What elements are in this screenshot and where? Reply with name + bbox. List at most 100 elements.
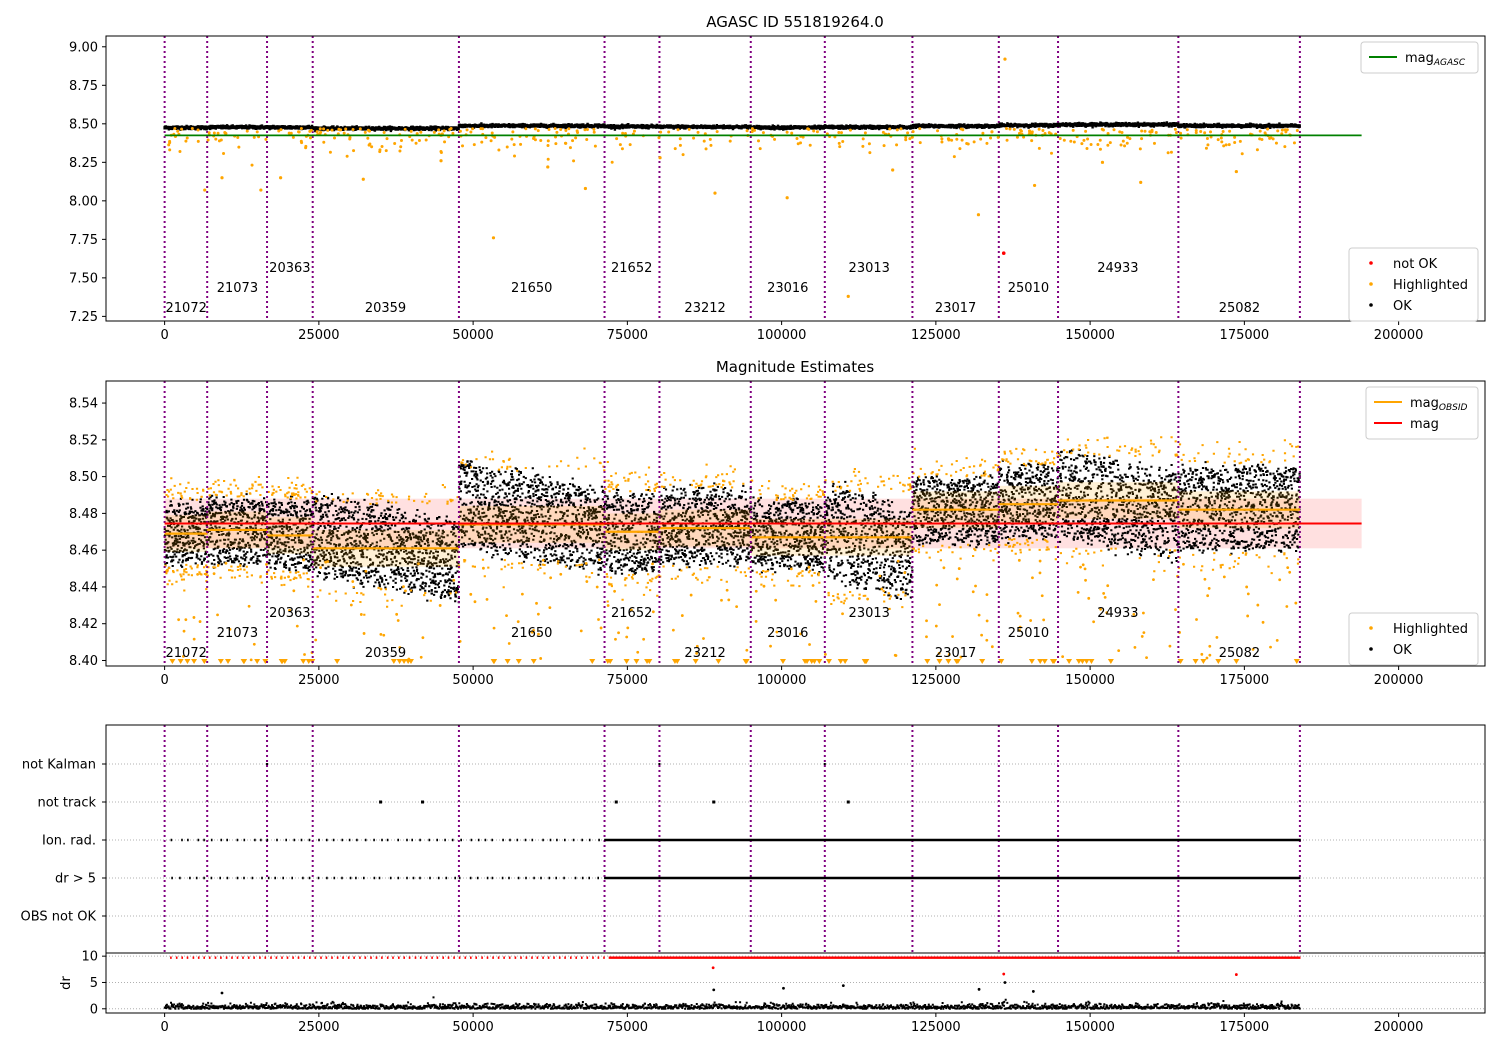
panel-agasc-highlighted-point: [287, 131, 291, 135]
panel-magnitude-legend-lower-label: Highlighted: [1393, 622, 1468, 637]
panel-agasc-highlighted-point: [458, 129, 462, 133]
panel-agasc-highlighted-point: [344, 127, 348, 131]
panel-agasc-highlighted-point: [960, 138, 964, 142]
panel-agasc-highlighted-point: [403, 127, 407, 131]
panel-agasc-highlighted-point: [808, 143, 812, 147]
panel-magnitude-lower-limit-marker: [490, 659, 497, 664]
panel-agasc-highlighted-point: [1071, 128, 1075, 132]
panel-agasc-legend-lower-swatch: [1369, 303, 1373, 307]
panel-magnitude-lower-limit-marker: [954, 659, 961, 664]
panel-agasc-highlighted-point: [592, 127, 596, 131]
panel-dr-ytick-label: 10: [81, 950, 98, 965]
panel-magnitude-ytick-label: 8.48: [69, 507, 98, 522]
panel-agasc-highlighted-point: [196, 128, 200, 132]
panel-dr-plot-area: [106, 955, 1485, 1010]
panel-magnitude-highlighted-point: [319, 566, 322, 570]
panel-magnitude-highlighted-point: [1208, 644, 1212, 648]
panel-magnitude-highlighted-point: [942, 566, 946, 570]
panel-magnitude-lower-limit-marker: [1107, 659, 1114, 664]
panel-magnitude-highlighted-point: [539, 657, 543, 660]
panel-agasc-highlighted-point: [1209, 135, 1213, 139]
panel-magnitude-ytick-label: 8.44: [69, 580, 98, 595]
panel-agasc-highlighted-point: [524, 127, 528, 131]
panel-agasc-highlighted-point: [489, 139, 493, 143]
panel-magnitude-obsid-label: 21652: [611, 606, 652, 621]
panel-agasc-highlighted-point: [465, 128, 469, 132]
panel-magnitude-highlighted-point: [559, 572, 563, 576]
panel-agasc-highlighted-point: [245, 129, 249, 133]
panel-agasc-highlighted-point: [1012, 127, 1016, 131]
panel-agasc-highlighted-point: [861, 144, 865, 148]
panel-agasc-highlighted-point: [1224, 143, 1228, 147]
panel-agasc-highlighted-point: [185, 136, 189, 140]
panel-magnitude-highlighted-point: [1106, 584, 1110, 588]
panel-flags-category-label: dr > 5: [55, 872, 96, 887]
panel-agasc-highlighted-point: [657, 136, 661, 140]
panel-magnitude-highlighted-fringe: [315, 484, 459, 616]
panel-magnitude-obsid-label: 24933: [1097, 606, 1138, 621]
panel-magnitude-highlighted-point: [1208, 653, 1212, 657]
panel-agasc-highlighted-point: [511, 130, 515, 134]
panel-agasc-highlighted-point: [572, 159, 576, 163]
panel-magnitude-highlighted-point: [584, 561, 588, 565]
panel-agasc-highlighted-point: [867, 142, 871, 146]
panel-agasc-highlighted-point: [1041, 129, 1045, 133]
panel-agasc-highlighted-point: [1085, 146, 1089, 150]
panel-magnitude-highlighted-point: [507, 642, 511, 645]
panel-agasc-ytick-label: 9.00: [69, 40, 98, 55]
panel-magnitude-highlighted-point: [1200, 652, 1204, 656]
panel-magnitude-highlighted-point: [1195, 618, 1198, 621]
panel-flags-dr-gt5-points: [171, 876, 1301, 880]
panel-agasc-highlighted-point: [773, 137, 777, 141]
panel-magnitude-highlighted-point: [971, 590, 975, 594]
panel-magnitude-highlighted-point: [198, 620, 202, 623]
panel-agasc-highlighted-point: [1084, 129, 1088, 133]
panel-agasc-highlighted-outlier: [785, 196, 789, 200]
panel-agasc-highlighted-point: [1258, 129, 1262, 133]
panel-magnitude-highlighted-point: [1018, 629, 1021, 632]
panel-magnitude-lower-limit-marker: [743, 659, 750, 664]
panel-agasc-highlighted-outlier: [846, 294, 850, 298]
panel-magnitude-highlighted-point: [1105, 611, 1109, 615]
panel-agasc-highlighted-point: [212, 131, 216, 135]
panel-magnitude-highlighted-point: [548, 606, 552, 610]
panel-agasc-highlighted-point: [432, 130, 436, 134]
panel-magnitude-highlighted-point: [482, 566, 485, 570]
panel-agasc-highlighted-point: [207, 131, 211, 135]
panel-agasc-highlighted-point: [882, 144, 886, 148]
panel-magnitude-highlighted-point: [597, 618, 600, 621]
panel-agasc-highlighted-point: [297, 130, 301, 134]
panel-agasc-highlighted-point: [469, 130, 473, 134]
panel-agasc-highlighted-point: [676, 128, 680, 132]
panel-magnitude-highlighted-point: [292, 589, 296, 593]
panel-magnitude-highlighted-point: [625, 635, 629, 639]
panel-agasc-highlighted-point: [881, 130, 885, 134]
panel-agasc-obsid-label: 21652: [611, 261, 652, 276]
panel-agasc-xtick-label: 25000: [298, 328, 339, 343]
panel-agasc-highlighted-point: [384, 149, 388, 153]
panel-magnitude-highlighted-point: [303, 653, 306, 656]
panel-magnitude-highlighted-point: [184, 618, 188, 622]
panel-agasc-highlighted-point: [439, 151, 443, 155]
panel-agasc-highlighted-point: [299, 127, 303, 131]
panel-magnitude-highlighted-point: [1038, 571, 1042, 575]
panel-magnitude-highlighted-point: [762, 584, 766, 588]
panel-agasc-highlighted-point: [838, 145, 842, 149]
panel-agasc-highlighted-outlier: [891, 168, 895, 172]
panel-agasc-highlighted-point: [461, 144, 465, 148]
panel-magnitude-highlighted-point: [934, 624, 938, 628]
panel-agasc-highlighted-point: [574, 136, 578, 140]
panel-agasc-highlighted-point: [1206, 143, 1210, 147]
panel-magnitude-lower-limit-marker: [979, 659, 986, 664]
panel-magnitude-highlighted-point: [614, 637, 617, 641]
panel-agasc-highlighted-point: [868, 151, 872, 155]
panel-magnitude-highlighted-point: [419, 655, 423, 659]
panel-flags-not-kalman-point: [823, 763, 826, 765]
panel-magnitude-highlighted-point: [532, 629, 536, 632]
panel-dr-outlier-point: [1234, 973, 1238, 976]
panel-magnitude-highlighted-point: [808, 643, 811, 646]
panel-magnitude-highlighted-point: [1029, 619, 1033, 622]
panel-agasc: AGASC ID 551819264.0 21072 21073 20363 2035…: [69, 13, 1486, 343]
panel-magnitude-highlighted-fringe: [749, 479, 826, 588]
panel-magnitude-lower-limit-marker: [1233, 659, 1240, 664]
